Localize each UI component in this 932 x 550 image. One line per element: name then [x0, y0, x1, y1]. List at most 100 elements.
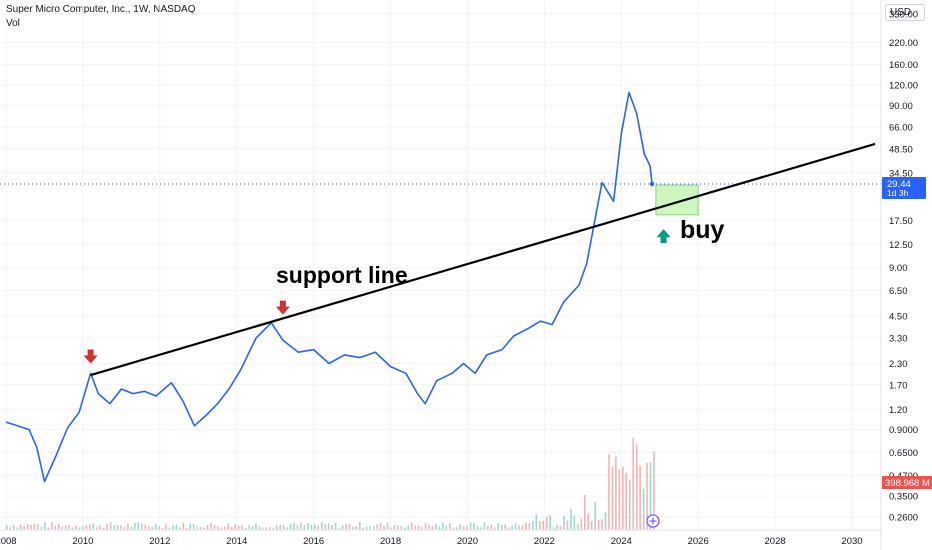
price-series	[0, 91, 881, 483]
buy-label: buy	[680, 216, 725, 244]
volume-bar	[359, 522, 361, 530]
volume-bar	[462, 526, 465, 530]
last-price-dot	[649, 181, 655, 187]
volume-bar	[123, 526, 126, 530]
y-tick-label: 0.6500	[889, 448, 918, 459]
volume-bar	[40, 526, 43, 530]
volume-bar	[324, 524, 327, 530]
volume-bar	[497, 523, 500, 530]
volume-bar	[504, 524, 506, 530]
volume-bar	[369, 526, 371, 530]
volume-bar	[23, 526, 25, 530]
volume-bar	[390, 527, 392, 530]
volume-bar	[597, 520, 600, 530]
volume-bar	[189, 523, 192, 530]
volume-bar	[109, 522, 112, 530]
volume-bar	[404, 527, 406, 530]
volume-bar	[397, 525, 399, 530]
volume-bar	[199, 526, 202, 530]
volume-bar	[82, 526, 84, 530]
volume-bar	[16, 527, 18, 530]
volume-tag-bg	[882, 476, 932, 489]
volume-bar	[71, 527, 74, 530]
volume-bar	[448, 523, 451, 530]
volume-bar	[424, 522, 427, 530]
volume-bar	[642, 488, 645, 530]
volume-bar	[608, 454, 610, 530]
volume-bar	[196, 526, 198, 530]
volume-bar	[455, 527, 458, 530]
volume-bar	[248, 525, 250, 530]
buy-zone	[655, 184, 699, 216]
down-arrow-icon	[83, 349, 98, 364]
y-tick-label: 0.9000	[889, 425, 918, 436]
volume-bar	[611, 466, 614, 530]
volume-bar	[459, 524, 461, 530]
volume-bar	[480, 527, 482, 530]
volume-bar	[230, 527, 233, 530]
volume-bar	[85, 525, 88, 530]
volume-bar	[573, 515, 576, 530]
volume-bar	[269, 526, 271, 530]
volume-bar	[577, 523, 579, 530]
volume-bar	[30, 525, 32, 530]
volume-bar	[545, 516, 548, 530]
y-tick-label: 220.00	[889, 38, 918, 49]
volume-bar	[376, 524, 378, 530]
volume-bar	[6, 525, 8, 530]
y-tick-label: 34.50	[889, 168, 913, 179]
last-price-value: 29.44	[887, 179, 911, 190]
volume-bar	[179, 527, 181, 530]
volume-bar	[12, 525, 15, 530]
x-tick-label: 2018	[380, 536, 401, 547]
x-tick-label: 2026	[688, 536, 709, 547]
volume-bar	[590, 521, 593, 530]
volume-bar	[237, 525, 240, 530]
x-tick-label: 2012	[149, 536, 170, 547]
y-tick-label: 1.70	[889, 380, 908, 391]
volume-bar	[507, 527, 510, 530]
y-tick-label: 0.2600	[889, 513, 918, 524]
volume-bar	[89, 524, 91, 530]
up-arrow-icon	[656, 229, 671, 244]
support-line-label: support line	[276, 262, 408, 288]
volume-bar	[438, 526, 441, 530]
x-tick-label: 2020	[457, 536, 478, 547]
volume-bar	[307, 523, 309, 530]
volume-bar	[580, 518, 583, 530]
volume-bar	[314, 524, 316, 530]
volume-bar	[635, 444, 638, 530]
volume-bar	[116, 525, 119, 530]
volume-bar	[549, 515, 551, 530]
volume-bar	[165, 524, 167, 530]
volume-bar	[310, 524, 313, 530]
volume-bar	[556, 525, 558, 530]
volume-bar	[483, 522, 486, 530]
volume-bar	[185, 527, 188, 530]
volume-bar	[296, 525, 299, 530]
volume-bar	[172, 525, 174, 530]
down-arrow-icon	[275, 300, 290, 315]
volume-bar	[258, 526, 261, 530]
volume-bar	[210, 522, 212, 530]
volume-bar	[75, 525, 77, 530]
volume-bar	[92, 523, 95, 530]
volume-bar	[417, 525, 420, 530]
volume-bar	[649, 462, 652, 530]
y-tick-label: 2.30	[889, 359, 908, 370]
annotations: support line buy	[83, 142, 876, 528]
volume-bar	[469, 522, 472, 530]
volume-bar	[514, 523, 517, 530]
volume-bar	[61, 526, 63, 530]
price-line	[5, 91, 653, 483]
volume-bar	[563, 516, 565, 530]
volume-bar	[279, 524, 282, 530]
x-tick-label: 2014	[226, 536, 247, 547]
volume-bar	[120, 525, 122, 530]
volume-bar	[615, 456, 617, 530]
currency-selector[interactable]: USD	[885, 4, 925, 21]
volume-bar	[289, 524, 292, 530]
